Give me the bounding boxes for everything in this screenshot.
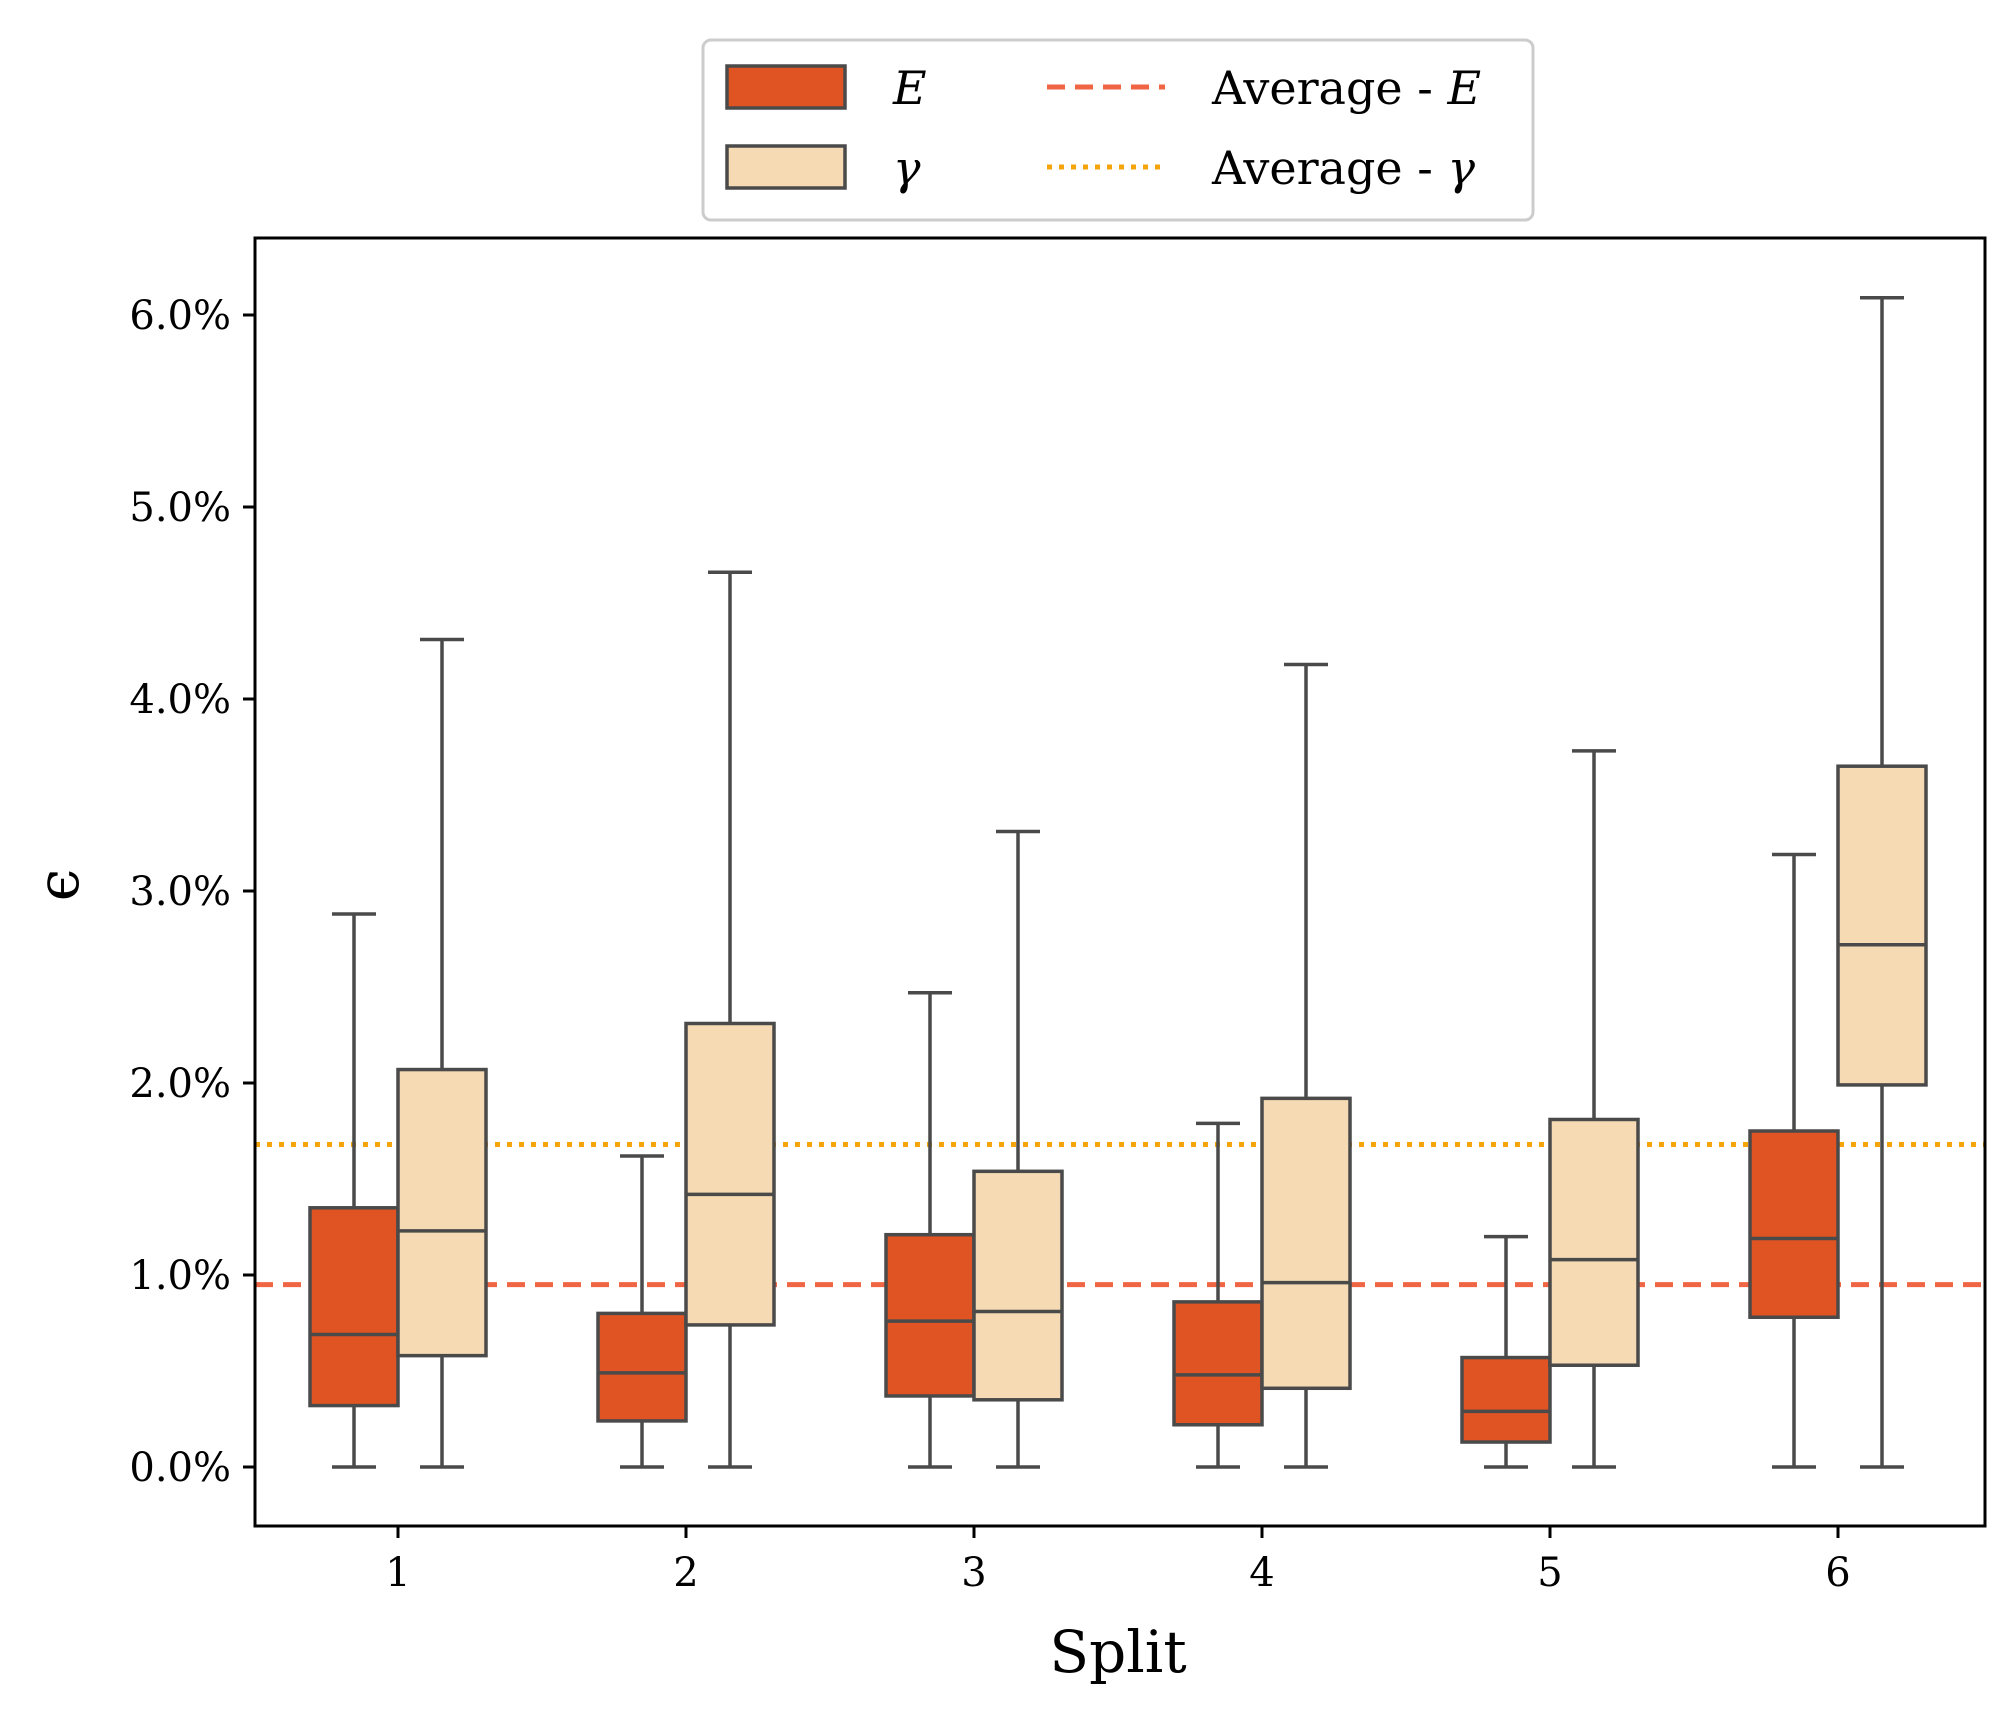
box-body (1260, 1096, 1352, 1391)
x-tick-label: 3 (961, 1550, 986, 1596)
axis-ticks: 0.0% 1.0% 2.0% 3.0% 4.0% 5.0% 6.0% 1 2 3 4 5 6 (129, 293, 1850, 1596)
legend-label-average-gamma: Average - γ (1211, 141, 1475, 195)
y-tick-label: 5.0% (129, 485, 231, 531)
box-body (596, 1311, 688, 1423)
y-tick-label: 4.0% (129, 677, 231, 723)
box-body (684, 1021, 776, 1327)
box-body (1836, 764, 1928, 1087)
legend: E γ Average - E Average - γ (701, 38, 1535, 222)
y-tick-label: 1.0% (129, 1253, 231, 1299)
x-tick-label: 4 (1249, 1550, 1274, 1596)
box-body (308, 1206, 400, 1408)
y-tick-label: 3.0% (129, 869, 231, 915)
box-gamma-split-1 (396, 637, 488, 1469)
box-gamma-split-4 (1260, 662, 1352, 1469)
plot-area-frame (253, 236, 1987, 1528)
box-e-split-3 (884, 991, 976, 1469)
box-e-split-6 (1748, 852, 1840, 1469)
x-tick-label: 2 (673, 1550, 698, 1596)
box-gamma-split-5 (1548, 749, 1640, 1469)
box-e-split-5 (1460, 1234, 1552, 1469)
legend-frame (701, 38, 1535, 222)
y-tick-label: 6.0% (129, 293, 231, 339)
legend-label-e: E (892, 61, 927, 115)
x-axis-title: Split (1049, 1618, 1186, 1686)
box-e-split-4 (1172, 1121, 1264, 1469)
box-e-split-2 (596, 1154, 688, 1469)
y-tick-label: 2.0% (129, 1061, 231, 1107)
legend-label-gamma: γ (893, 141, 921, 195)
x-tick-label: 6 (1825, 1550, 1850, 1596)
box-body (1748, 1129, 1840, 1319)
box-body (884, 1232, 976, 1398)
box-gamma-split-6 (1836, 295, 1928, 1469)
box-body (1460, 1355, 1552, 1444)
box-e-split-1 (308, 912, 400, 1469)
y-axis-title: ϵ (24, 869, 92, 901)
boxes (308, 295, 1928, 1469)
legend-swatch-e (725, 64, 847, 110)
legend-swatch-gamma (725, 144, 847, 190)
x-tick-label: 1 (385, 1550, 410, 1596)
box-body (1172, 1300, 1264, 1427)
box-body (972, 1169, 1064, 1402)
box-body (396, 1067, 488, 1358)
y-tick-label: 0.0% (129, 1445, 231, 1491)
box-gamma-split-3 (972, 829, 1064, 1469)
box-gamma-split-2 (684, 570, 776, 1469)
box-body (1548, 1117, 1640, 1367)
reference-lines (255, 1141, 1985, 1288)
x-tick-label: 5 (1537, 1550, 1562, 1596)
legend-label-average-e: Average - E (1211, 61, 1481, 115)
